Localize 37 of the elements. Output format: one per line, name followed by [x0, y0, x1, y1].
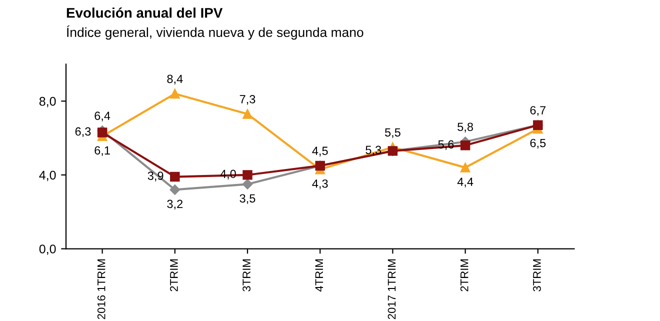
data-label: 5,6	[438, 140, 454, 150]
data-label: 6,3	[75, 127, 91, 138]
x-tick-label: 2017 1TRIM	[388, 259, 396, 320]
x-tick-label: 2TRIM	[170, 259, 178, 292]
x-tick-label: 3TRIM	[533, 259, 541, 292]
data-label: 3,5	[240, 194, 256, 204]
data-label: 3,2	[167, 200, 183, 210]
y-tick-label: 0,0	[39, 244, 56, 255]
point	[170, 184, 180, 195]
point	[170, 88, 180, 99]
data-label: 6,1	[94, 146, 110, 156]
data-label: 6,4	[94, 112, 110, 122]
data-label: 6,7	[530, 106, 546, 116]
data-label: 5,5	[384, 128, 400, 138]
data-label: 5,8	[458, 122, 473, 132]
data-label: 4,4	[457, 178, 474, 188]
y-tick-label: 8,0	[39, 96, 56, 108]
x-tick-label: 2016 1TRIM	[97, 259, 106, 320]
data-label: 6,5	[530, 138, 546, 149]
point	[242, 109, 252, 119]
y-tick-label: 4,0	[39, 170, 56, 182]
point	[242, 179, 253, 190]
x-tick-label: 2TRIM	[460, 259, 468, 292]
x-tick-label: 4TRIM	[315, 259, 323, 292]
data-label: 8,4	[167, 74, 183, 84]
data-label: 7,3	[240, 95, 256, 105]
data-label: 4,3	[312, 179, 328, 190]
point	[460, 162, 470, 172]
data-label: 4,5	[312, 146, 328, 156]
point	[97, 128, 108, 138]
data-label: 3,9	[148, 172, 164, 182]
point	[170, 172, 180, 182]
point	[460, 140, 470, 150]
chart-title: Evolución anual del IPV	[66, 7, 223, 18]
point	[242, 170, 252, 180]
x-tick-label: 3TRIM	[242, 259, 250, 292]
chart-subtitle: Índice general, vivienda nueva y de segunda mano	[66, 25, 364, 40]
